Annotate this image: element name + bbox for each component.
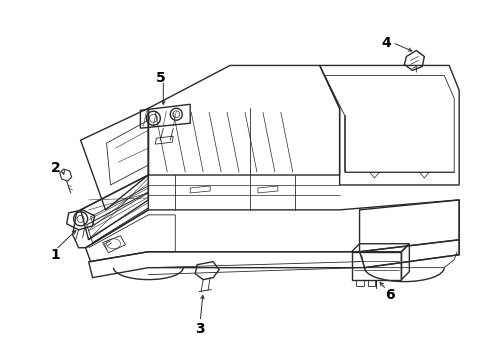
Text: 5: 5	[155, 71, 165, 85]
Text: 6: 6	[385, 288, 394, 302]
Text: 3: 3	[196, 323, 205, 337]
Text: 4: 4	[382, 36, 392, 50]
Text: 1: 1	[51, 248, 61, 262]
Text: 2: 2	[51, 161, 61, 175]
